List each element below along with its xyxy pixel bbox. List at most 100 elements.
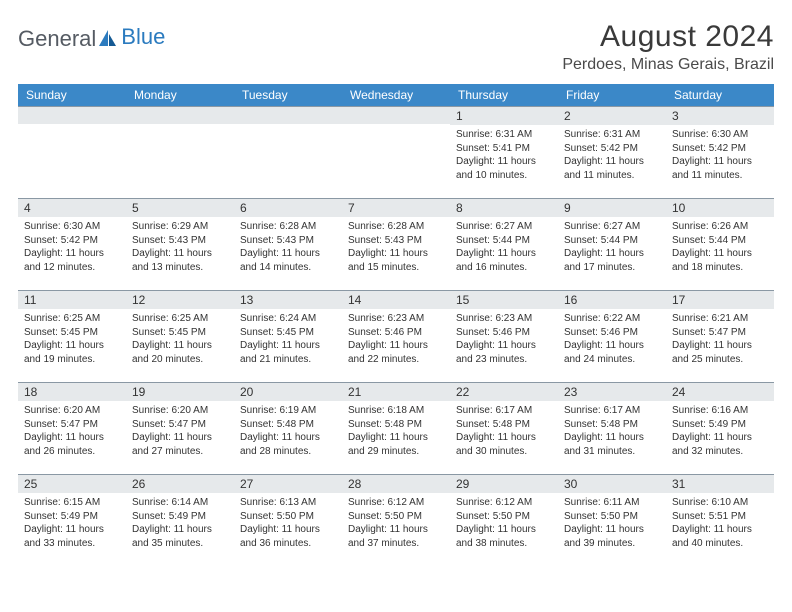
daylight-text: Daylight: 11 hours and 39 minutes.: [564, 523, 660, 550]
day-number: 8: [450, 198, 558, 217]
day-number: 21: [342, 382, 450, 401]
day-body: Sunrise: 6:28 AMSunset: 5:43 PMDaylight:…: [234, 217, 342, 290]
day-body: [126, 124, 234, 198]
day-cell: 19Sunrise: 6:20 AMSunset: 5:47 PMDayligh…: [126, 382, 234, 474]
sunset-text: Sunset: 5:43 PM: [132, 234, 228, 248]
week-row: 25Sunrise: 6:15 AMSunset: 5:49 PMDayligh…: [18, 474, 774, 566]
day-number: 27: [234, 474, 342, 493]
sunset-text: Sunset: 5:49 PM: [672, 418, 768, 432]
day-number: 16: [558, 290, 666, 309]
day-cell: 16Sunrise: 6:22 AMSunset: 5:46 PMDayligh…: [558, 290, 666, 382]
daylight-text: Daylight: 11 hours and 37 minutes.: [348, 523, 444, 550]
day-body: Sunrise: 6:12 AMSunset: 5:50 PMDaylight:…: [342, 493, 450, 566]
daylight-text: Daylight: 11 hours and 27 minutes.: [132, 431, 228, 458]
day-number: 9: [558, 198, 666, 217]
dow-cell: Sunday: [18, 84, 126, 106]
sunset-text: Sunset: 5:44 PM: [564, 234, 660, 248]
day-number: 5: [126, 198, 234, 217]
sunrise-text: Sunrise: 6:23 AM: [456, 312, 552, 326]
daylight-text: Daylight: 11 hours and 21 minutes.: [240, 339, 336, 366]
day-body: Sunrise: 6:27 AMSunset: 5:44 PMDaylight:…: [558, 217, 666, 290]
day-body: Sunrise: 6:24 AMSunset: 5:45 PMDaylight:…: [234, 309, 342, 382]
day-body: Sunrise: 6:11 AMSunset: 5:50 PMDaylight:…: [558, 493, 666, 566]
day-body: Sunrise: 6:30 AMSunset: 5:42 PMDaylight:…: [18, 217, 126, 290]
day-cell: 10Sunrise: 6:26 AMSunset: 5:44 PMDayligh…: [666, 198, 774, 290]
sunset-text: Sunset: 5:47 PM: [672, 326, 768, 340]
sunset-text: Sunset: 5:47 PM: [24, 418, 120, 432]
day-cell: 27Sunrise: 6:13 AMSunset: 5:50 PMDayligh…: [234, 474, 342, 566]
daylight-text: Daylight: 11 hours and 14 minutes.: [240, 247, 336, 274]
daylight-text: Daylight: 11 hours and 31 minutes.: [564, 431, 660, 458]
sunrise-text: Sunrise: 6:12 AM: [348, 496, 444, 510]
day-body: Sunrise: 6:26 AMSunset: 5:44 PMDaylight:…: [666, 217, 774, 290]
day-cell: 30Sunrise: 6:11 AMSunset: 5:50 PMDayligh…: [558, 474, 666, 566]
sunrise-text: Sunrise: 6:28 AM: [348, 220, 444, 234]
sunset-text: Sunset: 5:46 PM: [348, 326, 444, 340]
day-number: 2: [558, 106, 666, 125]
day-cell: 22Sunrise: 6:17 AMSunset: 5:48 PMDayligh…: [450, 382, 558, 474]
day-body: Sunrise: 6:10 AMSunset: 5:51 PMDaylight:…: [666, 493, 774, 566]
day-number: 7: [342, 198, 450, 217]
sunset-text: Sunset: 5:48 PM: [564, 418, 660, 432]
sunset-text: Sunset: 5:48 PM: [240, 418, 336, 432]
day-cell: 9Sunrise: 6:27 AMSunset: 5:44 PMDaylight…: [558, 198, 666, 290]
day-cell: 7Sunrise: 6:28 AMSunset: 5:43 PMDaylight…: [342, 198, 450, 290]
daylight-text: Daylight: 11 hours and 28 minutes.: [240, 431, 336, 458]
sunset-text: Sunset: 5:49 PM: [132, 510, 228, 524]
day-number: 24: [666, 382, 774, 401]
weeks-container: 1Sunrise: 6:31 AMSunset: 5:41 PMDaylight…: [18, 106, 774, 566]
daylight-text: Daylight: 11 hours and 33 minutes.: [24, 523, 120, 550]
location: Perdoes, Minas Gerais, Brazil: [562, 56, 774, 74]
sunset-text: Sunset: 5:48 PM: [456, 418, 552, 432]
day-number: 31: [666, 474, 774, 493]
day-cell: 31Sunrise: 6:10 AMSunset: 5:51 PMDayligh…: [666, 474, 774, 566]
sunrise-text: Sunrise: 6:13 AM: [240, 496, 336, 510]
day-number: 6: [234, 198, 342, 217]
daylight-text: Daylight: 11 hours and 16 minutes.: [456, 247, 552, 274]
sunset-text: Sunset: 5:45 PM: [240, 326, 336, 340]
day-cell: 11Sunrise: 6:25 AMSunset: 5:45 PMDayligh…: [18, 290, 126, 382]
sunrise-text: Sunrise: 6:11 AM: [564, 496, 660, 510]
daylight-text: Daylight: 11 hours and 35 minutes.: [132, 523, 228, 550]
daylight-text: Daylight: 11 hours and 11 minutes.: [564, 155, 660, 182]
day-number: 26: [126, 474, 234, 493]
days-of-week-header: SundayMondayTuesdayWednesdayThursdayFrid…: [18, 84, 774, 106]
daylight-text: Daylight: 11 hours and 12 minutes.: [24, 247, 120, 274]
sunrise-text: Sunrise: 6:17 AM: [456, 404, 552, 418]
logo-sail-icon: [99, 26, 117, 52]
day-cell: 13Sunrise: 6:24 AMSunset: 5:45 PMDayligh…: [234, 290, 342, 382]
week-row: 4Sunrise: 6:30 AMSunset: 5:42 PMDaylight…: [18, 198, 774, 290]
daylight-text: Daylight: 11 hours and 10 minutes.: [456, 155, 552, 182]
sunrise-text: Sunrise: 6:20 AM: [24, 404, 120, 418]
day-number: 30: [558, 474, 666, 493]
dow-cell: Monday: [126, 84, 234, 106]
sunrise-text: Sunrise: 6:31 AM: [456, 128, 552, 142]
sunrise-text: Sunrise: 6:31 AM: [564, 128, 660, 142]
day-body: Sunrise: 6:31 AMSunset: 5:42 PMDaylight:…: [558, 125, 666, 198]
sunset-text: Sunset: 5:41 PM: [456, 142, 552, 156]
daylight-text: Daylight: 11 hours and 30 minutes.: [456, 431, 552, 458]
day-body: Sunrise: 6:17 AMSunset: 5:48 PMDaylight:…: [558, 401, 666, 474]
sunrise-text: Sunrise: 6:30 AM: [672, 128, 768, 142]
dow-cell: Thursday: [450, 84, 558, 106]
day-body: Sunrise: 6:25 AMSunset: 5:45 PMDaylight:…: [18, 309, 126, 382]
day-cell: [234, 106, 342, 198]
sunset-text: Sunset: 5:43 PM: [348, 234, 444, 248]
day-number: 15: [450, 290, 558, 309]
dow-cell: Friday: [558, 84, 666, 106]
day-cell: 1Sunrise: 6:31 AMSunset: 5:41 PMDaylight…: [450, 106, 558, 198]
title-block: August 2024 Perdoes, Minas Gerais, Brazi…: [562, 20, 774, 74]
day-body: Sunrise: 6:30 AMSunset: 5:42 PMDaylight:…: [666, 125, 774, 198]
daylight-text: Daylight: 11 hours and 17 minutes.: [564, 247, 660, 274]
sunset-text: Sunset: 5:42 PM: [564, 142, 660, 156]
day-cell: 14Sunrise: 6:23 AMSunset: 5:46 PMDayligh…: [342, 290, 450, 382]
day-cell: 3Sunrise: 6:30 AMSunset: 5:42 PMDaylight…: [666, 106, 774, 198]
day-cell: [18, 106, 126, 198]
daylight-text: Daylight: 11 hours and 22 minutes.: [348, 339, 444, 366]
dow-cell: Wednesday: [342, 84, 450, 106]
sunrise-text: Sunrise: 6:19 AM: [240, 404, 336, 418]
sunset-text: Sunset: 5:42 PM: [672, 142, 768, 156]
daylight-text: Daylight: 11 hours and 32 minutes.: [672, 431, 768, 458]
day-body: Sunrise: 6:12 AMSunset: 5:50 PMDaylight:…: [450, 493, 558, 566]
sunrise-text: Sunrise: 6:16 AM: [672, 404, 768, 418]
